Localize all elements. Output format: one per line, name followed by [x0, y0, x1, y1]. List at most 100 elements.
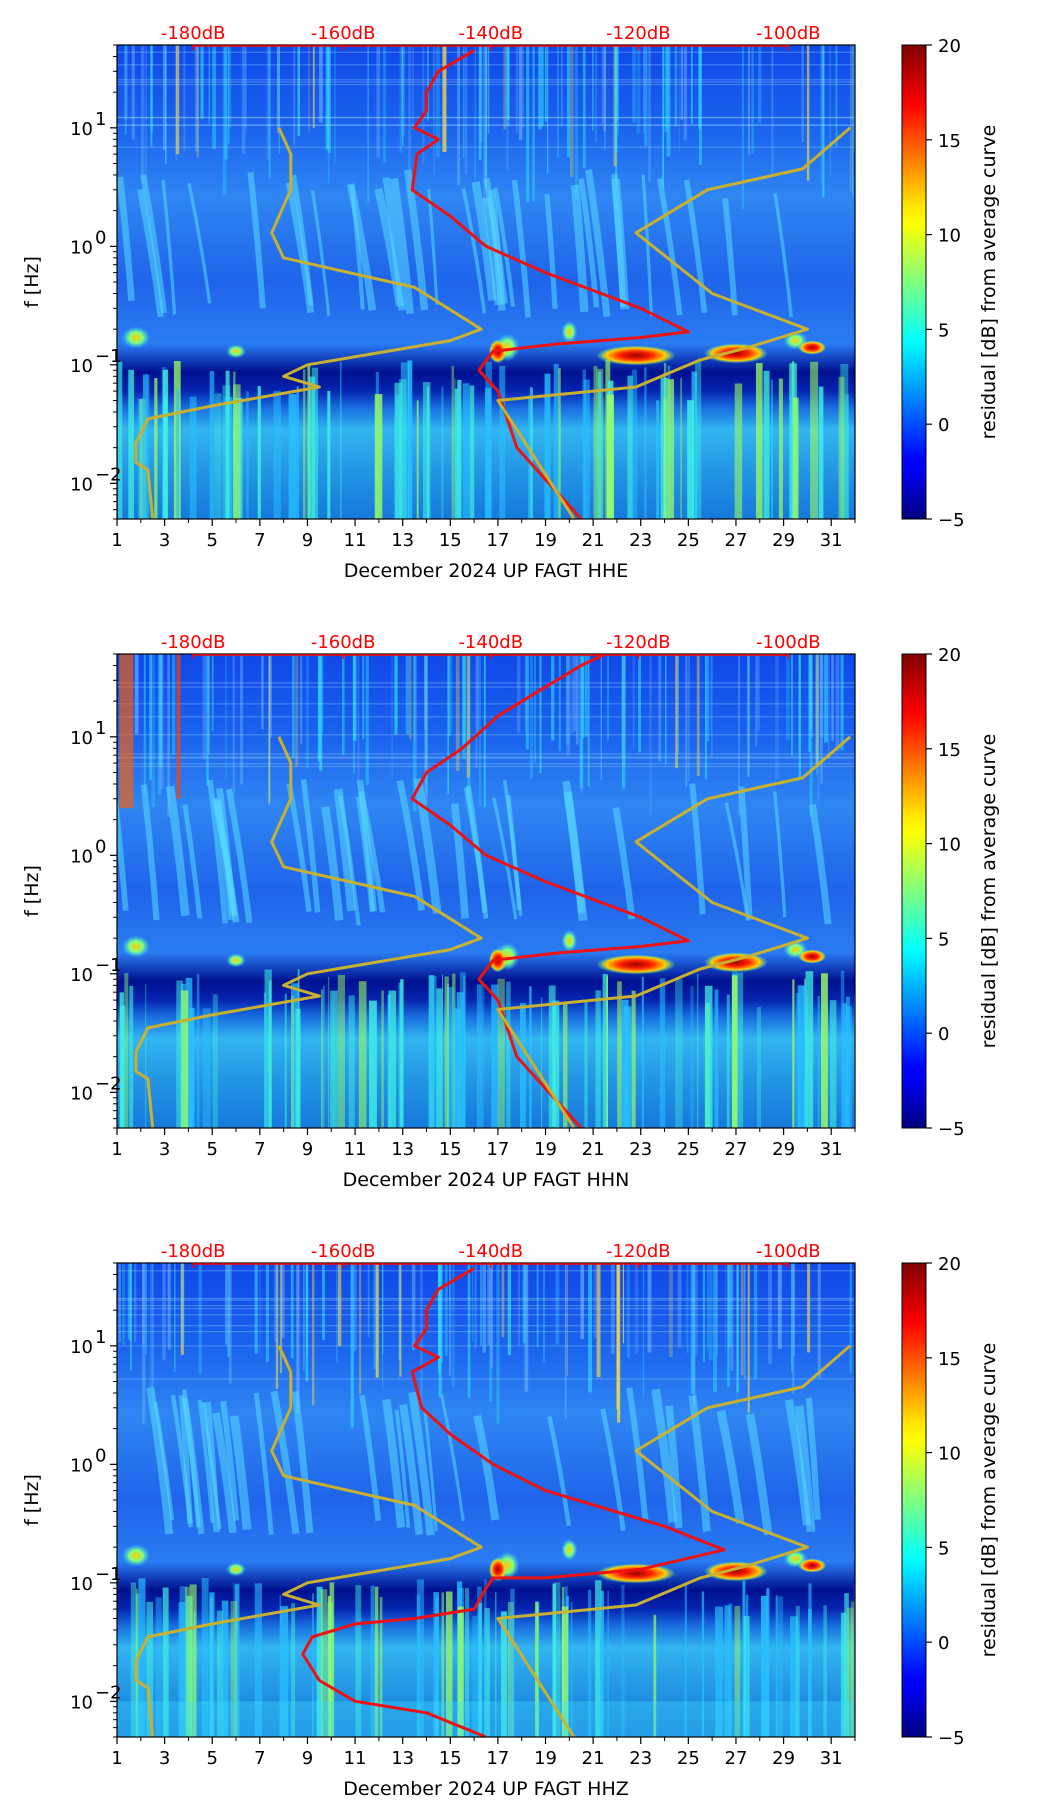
y-tick-exponent: −1: [95, 346, 122, 367]
x-tick-label: 5: [206, 1139, 217, 1160]
heatmap-sweep: [390, 177, 414, 314]
heatmap-hot-column: [119, 654, 134, 809]
heatmap-line: [117, 116, 855, 118]
heatmap-hf-streak: [254, 1263, 258, 1354]
heatmap-hf-streak: [293, 45, 296, 146]
heatmap-streak: [399, 379, 407, 519]
heatmap-line: [117, 1314, 855, 1316]
heatmap-streak: [446, 987, 454, 1128]
heatmap-sweep: [745, 1413, 773, 1536]
heatmap-hf-streak: [518, 45, 523, 141]
heatmap-hf-streak: [427, 45, 429, 121]
x-tick-label: 11: [344, 1748, 367, 1769]
heatmap-hf-streak: [822, 45, 825, 198]
heatmap-hf-streak: [227, 1263, 230, 1357]
colorbar-tick-label: −5: [938, 510, 965, 531]
x-tick-label: 29: [772, 530, 795, 551]
heatmap-streak: [845, 1006, 852, 1128]
x-tick-label: 15: [439, 530, 462, 551]
heatmap-streak: [422, 382, 431, 519]
heatmap-streak: [233, 384, 241, 519]
heatmap-hf-streak: [206, 654, 209, 787]
heatmap-sweep: [137, 188, 164, 318]
heatmap-hf-streak: [357, 654, 360, 788]
average-spectrum-curve: [301, 1267, 726, 1737]
heatmap-hf-streak: [683, 45, 688, 141]
heatmap-hf-streak: [208, 654, 210, 754]
heatmap-sweep: [358, 790, 386, 913]
heatmap-streak: [792, 979, 795, 1128]
heatmap-streak: [311, 367, 319, 519]
heatmap-hf-streak: [835, 45, 838, 147]
heatmap-hf-streak: [277, 1263, 279, 1370]
heatmap-streak: [653, 1614, 657, 1737]
heatmap-hf-streak: [295, 654, 299, 767]
heatmap-streak: [185, 1586, 190, 1737]
heatmap-streak: [766, 1588, 770, 1737]
heatmap-line: [117, 1308, 855, 1310]
heatmap-hf-streak: [570, 654, 574, 735]
heatmap-hf-streak: [464, 45, 468, 175]
heatmap-sweep: [473, 1415, 500, 1521]
heatmap-hf-streak: [382, 1263, 384, 1388]
x-tick-label: 13: [391, 530, 414, 551]
heatmap-hf-streak: [462, 654, 466, 744]
noise-model-curve: [496, 735, 852, 1128]
heatmap-sweep: [408, 1391, 435, 1536]
heatmap-streak: [138, 1578, 146, 1737]
heatmap-hf-streak: [566, 654, 571, 756]
db-scale-label: -160dB: [311, 23, 376, 44]
heatmap-hf-streak: [669, 1263, 673, 1358]
heatmap-sweep: [547, 1415, 572, 1527]
heatmap-hot-spot: [703, 1561, 768, 1582]
colorbar-tick-label: −5: [938, 1728, 965, 1749]
heatmap-streak: [715, 1606, 723, 1737]
heatmap-sweep: [187, 182, 212, 304]
heatmap-streak: [534, 1601, 539, 1737]
x-axis-label: December 2024 UP FAGT HHZ: [343, 1778, 629, 1800]
heatmap-hf-streak: [292, 654, 295, 758]
heatmap-hf-streak: [517, 1263, 521, 1346]
heatmap-hf-streak: [790, 654, 793, 756]
heatmap-streak: [180, 990, 189, 1128]
heatmap-hf-streak: [401, 45, 404, 146]
x-tick-label: 19: [534, 530, 557, 551]
x-tick-label: 7: [254, 1748, 265, 1769]
heatmap-hot-column: [176, 654, 181, 799]
heatmap-sweep: [182, 804, 203, 919]
heatmap-streak: [120, 1005, 125, 1128]
colorbar-tick-label: 10: [938, 1444, 961, 1465]
heatmap-hf-streak: [149, 1263, 154, 1389]
colorbar-tick-label: 5: [938, 320, 949, 341]
heatmap-hf-streak: [479, 654, 481, 806]
heatmap-streak: [510, 1588, 515, 1737]
heatmap-hf-streak: [713, 1263, 717, 1393]
heatmap-streak: [735, 972, 744, 1128]
heatmap-hf-streak: [524, 654, 527, 732]
heatmap-sweep: [585, 169, 611, 318]
heatmap-streak: [600, 1590, 604, 1737]
heatmap-hf-streak: [806, 45, 810, 181]
heatmap-hf-streak: [771, 45, 774, 173]
heatmap-hf-streak: [544, 45, 547, 122]
heatmap-sweep: [140, 784, 160, 921]
heatmap-streak: [850, 1601, 855, 1737]
heatmap-streak: [662, 397, 667, 519]
heatmap-hf-streak: [317, 654, 321, 762]
heatmap-streak: [842, 1003, 847, 1128]
heatmap-streak: [734, 383, 743, 519]
heatmap-hf-streak: [557, 45, 559, 158]
heatmap-streak: [662, 373, 666, 519]
heatmap-hf-streak: [533, 654, 537, 763]
heatmap-streak: [775, 1596, 784, 1737]
heatmap-hf-streak: [647, 1263, 652, 1353]
heatmap-hf-streak: [399, 45, 403, 153]
heatmap-hf-streak: [165, 45, 167, 165]
heatmap-hf-streak: [145, 45, 147, 196]
x-tick-label: 27: [725, 530, 748, 551]
colorbar-tick-label: 15: [938, 1349, 961, 1370]
heatmap-hf-streak: [587, 654, 590, 787]
heatmap-hf-streak: [532, 45, 535, 202]
heatmap-hf-streak: [674, 45, 678, 127]
heatmap-hf-streak: [373, 1263, 376, 1370]
